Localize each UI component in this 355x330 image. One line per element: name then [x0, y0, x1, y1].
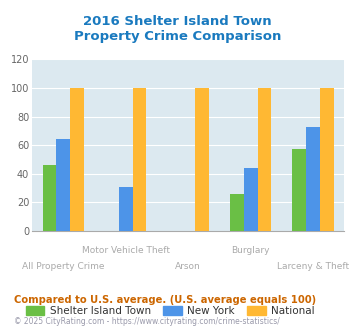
Text: Burglary: Burglary: [231, 246, 270, 255]
Bar: [257, 88, 271, 231]
Bar: [244, 168, 257, 231]
Text: Arson: Arson: [175, 262, 201, 271]
Text: All Property Crime: All Property Crime: [22, 262, 104, 271]
Text: Compared to U.S. average. (U.S. average equals 100): Compared to U.S. average. (U.S. average …: [14, 295, 316, 305]
Bar: [293, 149, 306, 231]
Bar: [43, 165, 56, 231]
Bar: [230, 194, 244, 231]
Bar: [306, 127, 320, 231]
Bar: [119, 187, 132, 231]
Bar: [70, 88, 84, 231]
Text: 2016 Shelter Island Town
Property Crime Comparison: 2016 Shelter Island Town Property Crime …: [74, 15, 281, 43]
Legend: Shelter Island Town, New York, National: Shelter Island Town, New York, National: [22, 301, 319, 320]
Text: Larceny & Theft: Larceny & Theft: [277, 262, 349, 271]
Bar: [132, 88, 146, 231]
Text: Motor Vehicle Theft: Motor Vehicle Theft: [82, 246, 170, 255]
Bar: [320, 88, 334, 231]
Bar: [195, 88, 209, 231]
Text: © 2025 CityRating.com - https://www.cityrating.com/crime-statistics/: © 2025 CityRating.com - https://www.city…: [14, 317, 280, 326]
Bar: [56, 140, 70, 231]
